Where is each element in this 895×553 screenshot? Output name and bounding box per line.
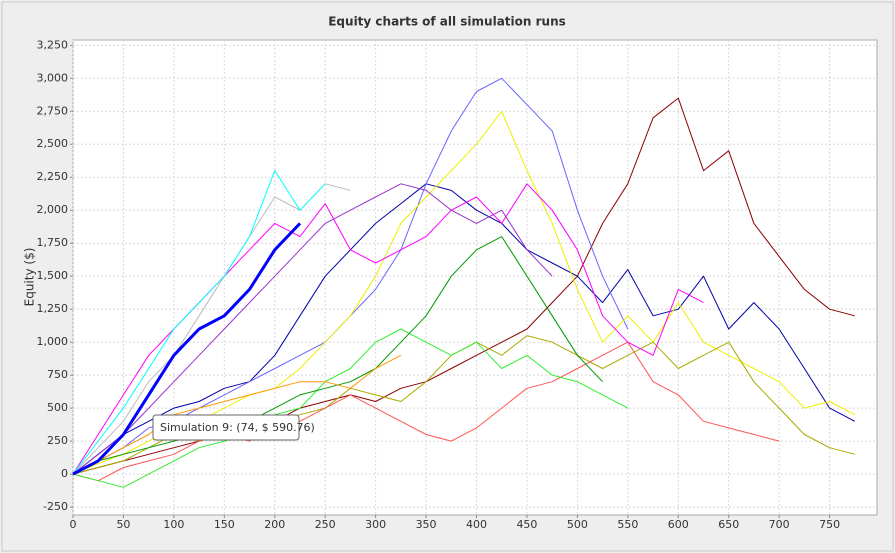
y-tick-label: 250 — [47, 434, 68, 447]
equity-line — [72, 328, 629, 488]
y-tick-label: 2,750 — [37, 104, 69, 117]
y-axis-label: Equity ($) — [23, 248, 37, 307]
x-tick-label: 600 — [668, 518, 689, 531]
x-tick-label: 650 — [718, 518, 739, 531]
x-tick-label: 50 — [116, 518, 130, 531]
equity-line — [72, 341, 780, 482]
y-tick-label: 500 — [47, 401, 68, 414]
y-tick-label: 2,000 — [37, 203, 69, 216]
x-tick-label: 550 — [617, 518, 638, 531]
y-tick-label: 3,000 — [37, 71, 69, 84]
y-tick-label: -250 — [43, 500, 68, 513]
x-tick-label: 400 — [466, 518, 487, 531]
y-tick-label: 3,250 — [37, 38, 69, 51]
x-tick-label: 700 — [769, 518, 790, 531]
y-tick-label: 1,750 — [37, 236, 69, 249]
y-tick-label: 1,000 — [37, 335, 69, 348]
x-tick-label: 150 — [214, 518, 235, 531]
equity-line — [72, 354, 402, 475]
y-tick-label: 1,500 — [37, 269, 69, 282]
x-tick-label: 300 — [365, 518, 386, 531]
x-tick-label: 450 — [516, 518, 537, 531]
y-tick-label: 1,250 — [37, 302, 69, 315]
x-tick-label: 750 — [819, 518, 840, 531]
y-tick-label: 750 — [47, 368, 68, 381]
equity-line — [72, 222, 302, 476]
x-tick-label: 100 — [163, 518, 184, 531]
y-tick-label: 2,500 — [37, 137, 69, 150]
x-tick-label: 350 — [416, 518, 437, 531]
equity-line — [72, 183, 553, 475]
equity-line — [72, 170, 326, 475]
x-tick-label: 500 — [567, 518, 588, 531]
x-tick-label: 250 — [315, 518, 336, 531]
x-tick-label: 200 — [264, 518, 285, 531]
y-tick-label: 2,250 — [37, 170, 69, 183]
y-tick-label: 0 — [61, 467, 68, 480]
tooltip — [152, 414, 300, 441]
chart-title: Equity charts of all simulation runs — [328, 15, 566, 29]
x-tick-label: 0 — [70, 518, 77, 531]
tooltip-text: Simulation 9: (74, $ 590.76) — [160, 421, 315, 434]
equity-line — [72, 183, 856, 475]
